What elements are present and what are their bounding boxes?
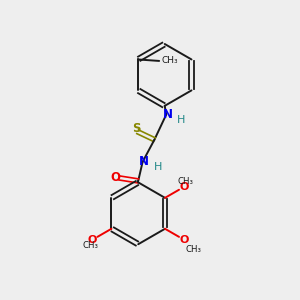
Text: H: H xyxy=(154,162,162,172)
Text: S: S xyxy=(132,122,140,135)
Text: CH₃: CH₃ xyxy=(178,177,194,186)
Text: N: N xyxy=(163,108,173,121)
Text: N: N xyxy=(139,155,149,168)
Text: O: O xyxy=(110,171,121,184)
Text: CH₃: CH₃ xyxy=(83,241,99,250)
Text: CH₃: CH₃ xyxy=(186,245,202,254)
Text: H: H xyxy=(177,115,186,125)
Text: CH₃: CH₃ xyxy=(161,56,178,65)
Text: O: O xyxy=(87,235,97,245)
Text: O: O xyxy=(180,235,189,245)
Text: O: O xyxy=(180,182,189,191)
